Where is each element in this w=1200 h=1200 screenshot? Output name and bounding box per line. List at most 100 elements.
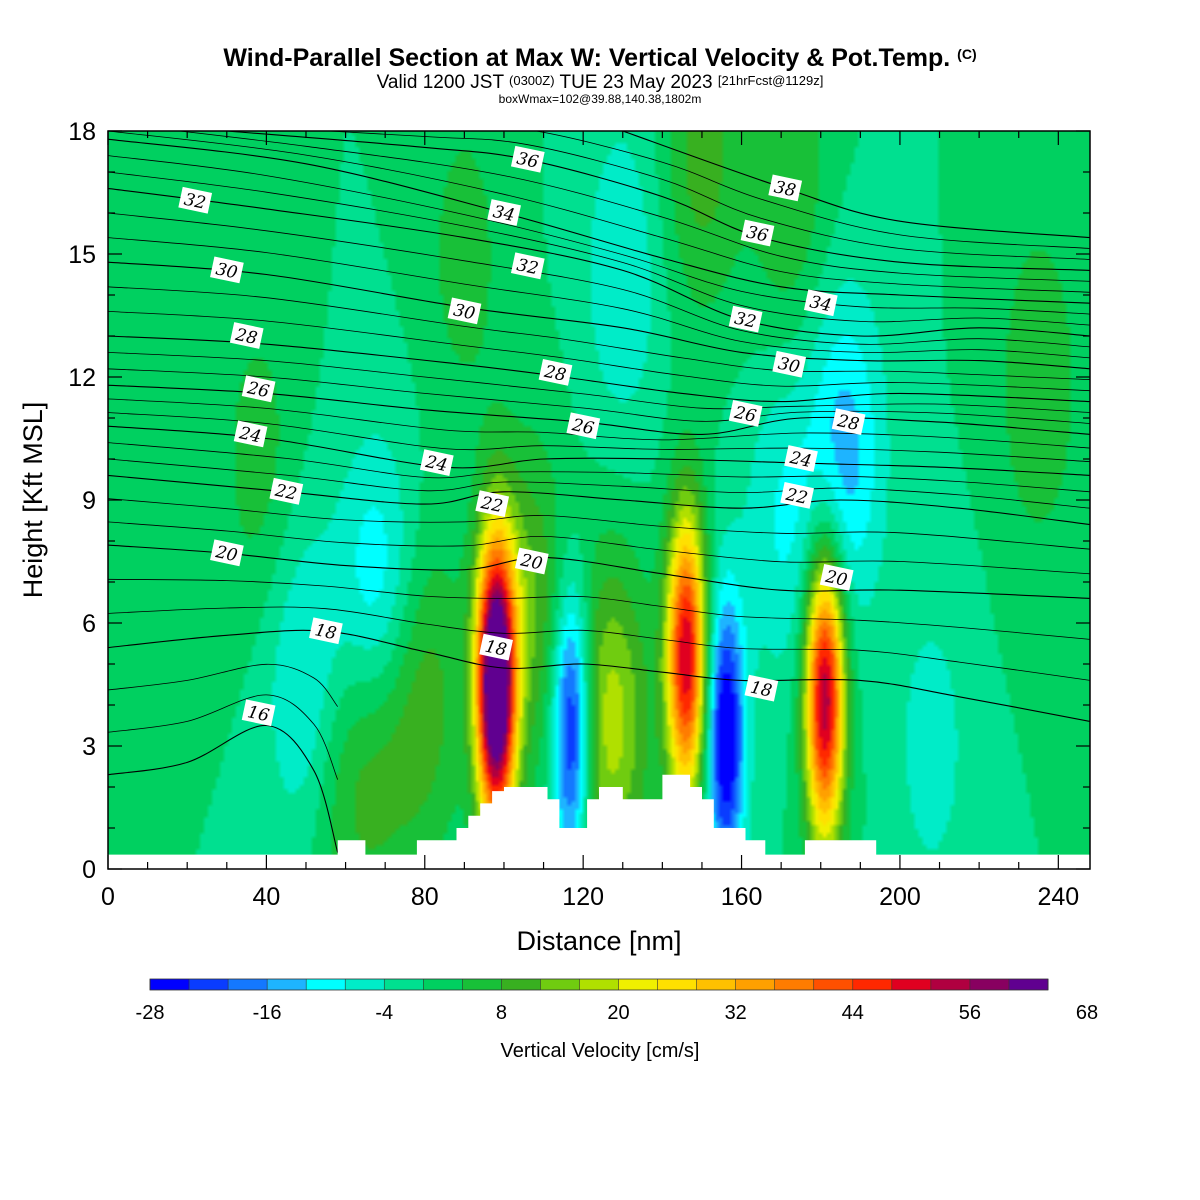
- colorbar: -28 -16 -4 8 20 32 44 56 68: [136, 978, 1098, 1024]
- contour-label-text: 18: [483, 637, 508, 661]
- contour-label-24: 24: [233, 420, 268, 448]
- contour-label-text: 22: [783, 485, 809, 509]
- x-tick-label: 160: [721, 883, 763, 911]
- contour-label-box: [475, 490, 510, 518]
- colorbar-tick-label: 32: [725, 1002, 747, 1024]
- colorbar-swatch: [579, 979, 620, 990]
- forecast-info: [21hrFcst@1129z]: [717, 73, 824, 88]
- velocity-field: [108, 131, 1090, 869]
- colorbar-swatch: [228, 979, 268, 990]
- contour-label-text: 26: [732, 403, 758, 427]
- colorbar-swatch: [852, 979, 893, 990]
- x-tick-label: 0: [101, 883, 115, 911]
- theta-contour-minor: [108, 311, 1090, 392]
- colorbar-swatch: [150, 979, 190, 990]
- contour-label-20: 20: [819, 564, 854, 591]
- theta-contour-38: [622, 131, 1090, 239]
- valid-prefix: Valid 1200 JST: [376, 72, 504, 93]
- colorbar-tick-label: -4: [375, 1002, 393, 1024]
- theta-contour-minor: [533, 131, 1090, 249]
- contour-label-box: [241, 699, 276, 727]
- contour-label-22: 22: [475, 490, 510, 518]
- theta-contour-minor: [108, 155, 1090, 315]
- contour-label-box: [241, 375, 276, 403]
- theta-contour-minor: [108, 442, 1090, 493]
- contour-label-box: [566, 412, 601, 440]
- contour-label-36: 36: [740, 219, 775, 247]
- colorbar-swatch: [618, 979, 659, 990]
- y-tick-label: 15: [68, 241, 96, 269]
- y-tick-label: 18: [68, 118, 96, 146]
- theta-contour-36: [226, 131, 1090, 271]
- theta-contour-minor: [108, 663, 339, 707]
- colorbar-swatch: [345, 979, 385, 990]
- contour-label-box: [538, 359, 573, 386]
- contour-label-28: 28: [831, 408, 866, 436]
- contour-label-text: 34: [491, 202, 516, 226]
- contour-label-28: 28: [229, 322, 264, 349]
- contour-label-box: [447, 297, 482, 325]
- contour-label-26: 26: [241, 375, 276, 403]
- theta-contour-26: [108, 384, 1090, 435]
- box-info-line: boxWmax=102@39.88,140.38,1802m: [498, 92, 702, 106]
- theta-contour-16: [108, 724, 339, 853]
- contour-label-text: 30: [776, 354, 801, 378]
- contour-label-text: 28: [542, 362, 568, 386]
- contour-label-box: [744, 674, 779, 702]
- contour-label-text: 32: [733, 309, 758, 333]
- theta-contour-minor: [108, 498, 1090, 550]
- contour-label-36: 36: [510, 145, 545, 173]
- contour-label-box: [772, 350, 807, 378]
- contour-label-text: 18: [748, 678, 773, 702]
- contour-label-28: 28: [538, 359, 573, 386]
- colorbar-tick-label: 8: [496, 1002, 507, 1024]
- contour-label-box: [419, 449, 454, 477]
- contour-label-text: 28: [233, 325, 259, 349]
- contour-label-24: 24: [784, 445, 818, 472]
- contour-label-box: [479, 633, 513, 661]
- colorbar-tick-label: 44: [842, 1002, 864, 1024]
- colorbar-swatch: [501, 979, 541, 990]
- contour-label-18: 18: [309, 617, 343, 644]
- x-tick-label: 40: [252, 883, 280, 911]
- contour-label-box: [780, 482, 814, 509]
- theta-contour-minor: [176, 131, 1090, 282]
- theta-contour-minor: [108, 352, 1090, 413]
- contour-label-box: [233, 420, 268, 448]
- y-tick-label: 9: [82, 487, 96, 515]
- contour-label-30: 30: [210, 256, 244, 283]
- contour-label-text: 22: [478, 493, 504, 517]
- contour-label-32: 32: [178, 186, 213, 214]
- contour-label-text: 20: [518, 550, 544, 574]
- colorbar-swatch: [384, 979, 424, 990]
- contour-label-16: 16: [241, 699, 276, 727]
- colorbar-tick-label: 68: [1076, 1002, 1098, 1024]
- colorbar-swatch: [813, 979, 854, 990]
- theta-contour-minor: [108, 171, 1090, 326]
- contour-label-22: 22: [780, 482, 814, 509]
- contour-label-text: 24: [423, 452, 449, 476]
- contour-label-18: 18: [479, 633, 513, 661]
- theta-contour-32: [108, 187, 1090, 337]
- colorbar-swatch: [306, 979, 346, 990]
- contour-label-box: [178, 186, 213, 214]
- contour-label-box: [210, 539, 244, 567]
- theta-contour-30: [108, 261, 1090, 370]
- theta-contour-minor: [108, 521, 1090, 575]
- terrain-mask: [108, 774, 1090, 869]
- contour-label-30: 30: [772, 350, 807, 378]
- contour-label-text: 30: [214, 259, 239, 283]
- colorbar-swatch: [696, 979, 737, 990]
- contour-label-20: 20: [514, 547, 549, 575]
- contour-label-text: 22: [272, 481, 298, 505]
- valid-utc: (0300Z): [509, 73, 555, 88]
- valid-time-line: Valid 1200 JST (0300Z) TUE 23 May 2023 […: [0, 72, 1200, 94]
- contour-label-text: 36: [515, 149, 540, 173]
- contour-label-22: 22: [269, 477, 304, 505]
- contour-label-text: 24: [787, 448, 813, 472]
- contour-label-text: 20: [213, 542, 239, 566]
- contour-label-box: [831, 408, 866, 436]
- contour-label-text: 18: [313, 620, 338, 644]
- colorbar-tick-label: 56: [959, 1002, 981, 1024]
